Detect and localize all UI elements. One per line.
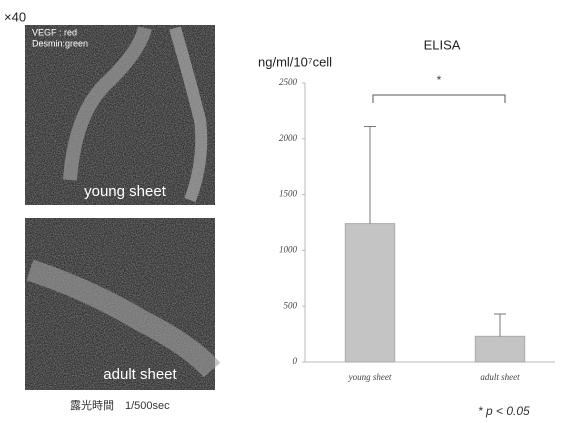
y-tick-label: 500 (284, 300, 298, 310)
micrograph-young: VEGF : red Desmin:green young sheet (25, 25, 215, 205)
bar (474, 335, 526, 363)
legend-text: VEGF : red (32, 27, 77, 37)
legend-text: Desmin:green (32, 38, 88, 48)
x-tick-label: adult sheet (480, 372, 520, 382)
chart-title: ELISA (424, 37, 461, 52)
bar (344, 223, 396, 363)
y-axis-label: ng/ml/10⁷cell (258, 54, 332, 69)
x-tick-label: young sheet (348, 372, 392, 382)
panel-label: adult sheet (103, 366, 177, 383)
exposure: 露光時間 1/500sec (70, 398, 170, 412)
significance-bracket (372, 94, 506, 103)
significance-label: * (437, 73, 442, 87)
y-tick-label: 2000 (279, 133, 298, 143)
y-tick-label: 1000 (279, 244, 298, 254)
y-tick-label: 1500 (279, 189, 298, 199)
magnification: ×40 (4, 9, 26, 24)
y-tick-label: 0 (293, 356, 298, 366)
panel-label: young sheet (84, 183, 167, 200)
note: * p < 0.05 (478, 404, 530, 418)
micrograph-adult: adult sheet (25, 218, 221, 390)
y-tick-label: 2500 (279, 77, 298, 87)
